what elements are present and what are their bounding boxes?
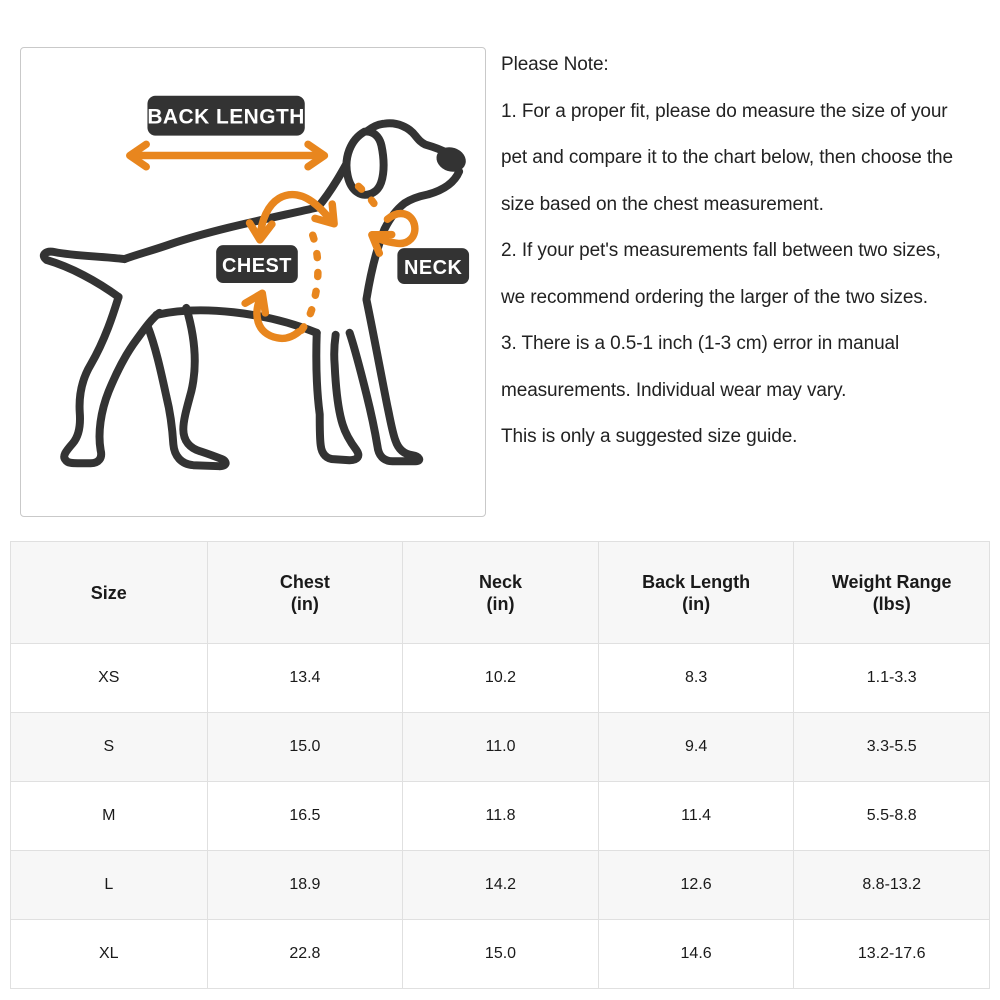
table-row-l: L 18.9 14.2 12.6 8.8-13.2 — [11, 850, 989, 919]
chest-arc-bottom-arrow — [241, 289, 303, 343]
cell-back-length: 12.6 — [597, 851, 794, 919]
col-header-back-length: Back Length (in) — [597, 542, 794, 643]
chest-label-text: CHEST — [222, 255, 292, 277]
cell-back-length: 14.6 — [597, 920, 794, 988]
dog-front-leg-near — [345, 295, 424, 466]
col-header-label: Chest — [279, 571, 330, 592]
cell-chest: 16.5 — [206, 782, 403, 850]
dog-hind-leg-near — [143, 303, 230, 471]
cell-size: M — [102, 807, 116, 824]
dog-measurement-diagram: BACK LENGTH CHEST NECK — [39, 95, 470, 471]
back-length-label: BACK LENGTH — [147, 95, 305, 136]
table-row-xs: XS 13.4 10.2 8.3 1.1-3.3 — [11, 643, 989, 712]
cell-chest: 22.8 — [206, 920, 403, 988]
cell-weight-range: 1.1-3.3 — [793, 644, 989, 712]
table-row-s: S 15.0 11.0 9.4 3.3-5.5 — [11, 712, 989, 781]
cell-weight-range: 13.2-17.6 — [793, 920, 989, 988]
note-line: size based on the chest measurement. — [501, 193, 824, 215]
table-header-row: Size Chest (in) Neck (in) Back Length (i… — [11, 542, 989, 643]
table-row-xl: XL 22.8 15.0 14.6 13.2-17.6 — [11, 919, 989, 988]
neck-label: NECK — [397, 248, 470, 284]
col-header-weight-range: Weight Range (lbs) — [793, 542, 989, 643]
please-note-section: Please Note: 1. For a proper fit, please… — [501, 42, 995, 461]
back-length-label-text: BACK LENGTH — [147, 106, 305, 129]
table-row-m: M 16.5 11.8 11.4 5.5-8.8 — [11, 781, 989, 850]
note-line: pet and compare it to the chart below, t… — [501, 147, 953, 168]
cell-chest: 18.9 — [206, 851, 403, 919]
cell-neck: 15.0 — [402, 920, 598, 988]
cell-size: XL — [99, 945, 119, 962]
cell-neck: 11.8 — [402, 782, 598, 850]
col-header-unit: (in) — [290, 593, 319, 614]
cell-back-length: 11.4 — [597, 782, 794, 850]
col-header-label: Weight Range — [831, 571, 952, 592]
cell-chest: 15.0 — [206, 713, 403, 781]
dog-tail — [39, 247, 129, 301]
col-header-neck: Neck (in) — [402, 542, 598, 643]
col-header-unit: (in) — [486, 593, 515, 614]
dog-front-leg-far — [312, 328, 363, 465]
cell-weight-range: 8.8-13.2 — [793, 851, 989, 919]
cell-neck: 11.0 — [402, 713, 598, 781]
dog-ear — [342, 127, 388, 199]
col-header-label: Back Length — [642, 571, 751, 592]
measurement-diagram-panel: BACK LENGTH CHEST NECK — [20, 47, 486, 517]
diagram-labels: BACK LENGTH CHEST NECK — [147, 95, 470, 284]
neck-curl-arrow — [368, 209, 419, 257]
dog-outline — [39, 119, 466, 471]
col-header-unit: (in) — [682, 593, 711, 614]
col-header-unit: (lbs) — [872, 593, 911, 614]
chest-dashed-line — [295, 231, 322, 338]
col-header-label: Size — [90, 582, 127, 603]
please-note-title: Please Note: — [501, 54, 609, 75]
note-line: 2. If your pet's measurements fall betwe… — [501, 240, 941, 261]
note-line: 3. There is a 0.5-1 inch (1-3 cm) error … — [501, 333, 900, 354]
dog-hind-leg-far — [60, 292, 164, 468]
measurement-arrows — [126, 140, 419, 343]
cell-weight-range: 5.5-8.8 — [793, 782, 989, 850]
cell-weight-range: 3.3-5.5 — [793, 713, 989, 781]
note-line: we recommend ordering the larger of the … — [501, 286, 928, 308]
cell-size: XS — [98, 669, 120, 686]
cell-neck: 10.2 — [402, 644, 598, 712]
dog-nose — [436, 147, 466, 172]
cell-size: S — [103, 738, 115, 755]
col-header-size: Size — [11, 542, 207, 643]
size-chart-table: Size Chest (in) Neck (in) Back Length (i… — [10, 541, 990, 989]
cell-back-length: 9.4 — [597, 713, 794, 781]
cell-neck: 14.2 — [402, 851, 598, 919]
note-line: This is only a suggested size guide. — [501, 426, 798, 447]
dog-belly — [152, 306, 321, 337]
cell-chest: 13.4 — [206, 644, 403, 712]
note-line: 1. For a proper fit, please do measure t… — [501, 100, 948, 122]
neck-label-text: NECK — [404, 257, 463, 279]
col-header-label: Neck — [478, 571, 522, 592]
note-line: measurements. Individual wear may vary. — [501, 379, 847, 401]
col-header-chest: Chest (in) — [206, 542, 403, 643]
cell-size: L — [104, 876, 114, 893]
chest-arc-top-arrow — [245, 190, 338, 244]
cell-back-length: 8.3 — [597, 644, 794, 712]
neck-dashed-line — [354, 182, 385, 219]
chest-label: CHEST — [216, 245, 298, 283]
